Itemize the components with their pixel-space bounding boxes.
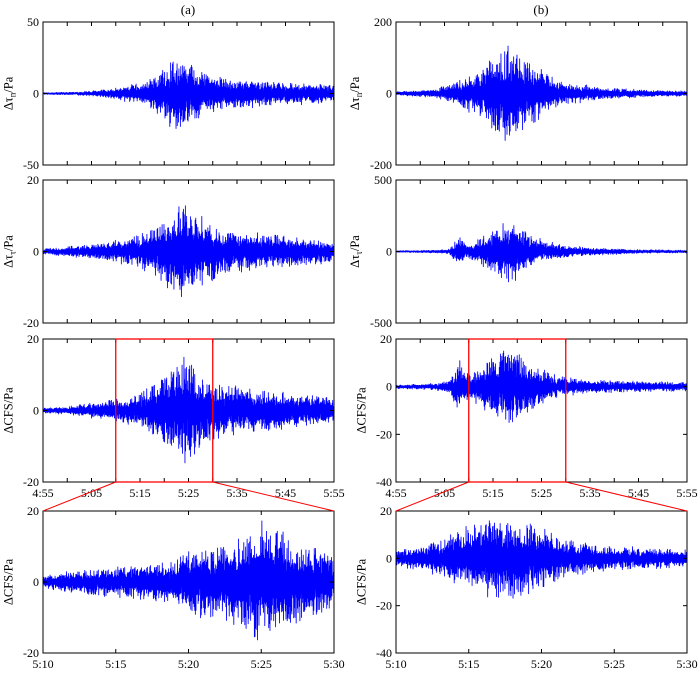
ylabel: Δττ/Pa (348, 235, 364, 268)
xtick-label: 4:55 (32, 486, 53, 500)
subplot-a1: -50 0 50 Δτn/Pa (1, 15, 335, 172)
ytick-label: -20 (23, 646, 39, 660)
series-trace-a2 (43, 205, 334, 298)
ylabel-unit: /Pa (1, 76, 15, 92)
series-trace-a1 (43, 61, 334, 129)
xtick-label: 5:20 (531, 657, 552, 671)
xtick-label: 5:30 (676, 657, 697, 671)
xtick-label: 5:25 (251, 657, 272, 671)
ytick-label: -40 (376, 475, 392, 489)
ytick-label: -40 (376, 646, 392, 660)
xtick-label: 5:05 (434, 486, 455, 500)
xtick-label: 5:15 (129, 486, 150, 500)
subplot-a4: -20 0 20 5:10 5:15 5:20 5:25 5:30 ΔCFS/Pa (1, 504, 344, 671)
ytick-label: -20 (23, 475, 39, 489)
ytick-label: -50 (23, 158, 39, 172)
xtick-label: 4:55 (385, 486, 406, 500)
series-trace-b4 (396, 520, 687, 599)
series-trace-a4 (43, 520, 334, 641)
ytick-label: 200 (374, 15, 392, 29)
series-trace-a3 (43, 356, 334, 464)
ylabel-main: Δτ (1, 97, 15, 110)
ytick-label: 20 (27, 332, 39, 346)
xtick-label: 5:45 (628, 486, 649, 500)
series-trace-b1 (396, 45, 687, 141)
xtick-label: 5:30 (323, 657, 344, 671)
subplot-b1: -200 0 200 Δτn/Pa (348, 15, 688, 172)
ytick-label: 20 (27, 173, 39, 187)
xtick-label: 5:55 (676, 486, 697, 500)
panel-label-a: (a) (181, 2, 195, 17)
zoom-connectors (42, 481, 688, 512)
ylabel-unit: /Pa (348, 76, 362, 92)
axes-frame (395, 510, 688, 654)
ytick-label: 0 (33, 245, 39, 259)
ytick-label: 20 (27, 504, 39, 518)
xtick-label: 5:25 (604, 657, 625, 671)
ytick-label: -500 (370, 316, 392, 330)
axes-frame (395, 338, 688, 483)
ylabel-main: Δτ (348, 255, 362, 268)
ylabel-unit: /Pa (1, 235, 15, 251)
ylabel: ΔCFS/Pa (1, 558, 15, 605)
ytick-label: 0 (386, 551, 392, 565)
ylabel-subscript: n (7, 92, 17, 97)
ytick-label: 20 (380, 504, 392, 518)
zoom-connector-right (212, 481, 335, 512)
xtick-label: 5:15 (458, 657, 479, 671)
xtick-label: 5:05 (81, 486, 102, 500)
xtick-label: 5:15 (482, 486, 503, 500)
subplot-b2: -500 0 500 Δττ/Pa (348, 173, 688, 330)
ylabel: ΔCFS/Pa (1, 387, 15, 434)
ytick-label: 500 (374, 173, 392, 187)
xtick-label: 5:45 (275, 486, 296, 500)
ytick-label: 0 (33, 87, 39, 101)
xtick-label: 5:10 (385, 657, 406, 671)
zoom-connector-left (395, 481, 469, 512)
ylabel-main: Δτ (348, 97, 362, 110)
xtick-label: 5:25 (531, 486, 552, 500)
ytick-label: 0 (386, 380, 392, 394)
ylabel: Δτn/Pa (348, 76, 364, 110)
ytick-label: 0 (386, 245, 392, 259)
ylabel-main: Δτ (1, 255, 15, 268)
ylabel: ΔCFS/Pa (354, 558, 368, 605)
ylabel: ΔCFS/Pa (354, 387, 368, 434)
ytick-label: -200 (370, 158, 392, 172)
ylabel-unit: /Pa (348, 235, 362, 251)
subplot-b4: -40 -20 0 20 5:10 5:15 5:20 5:25 5:30 ΔCFS/Pa (354, 504, 697, 671)
ylabel-subscript: τ (7, 251, 17, 255)
zoom-region-box (468, 338, 567, 483)
ylabel-subscript: n (354, 92, 364, 97)
ytick-label: 0 (33, 575, 39, 589)
ytick-label: 0 (33, 404, 39, 418)
zoom-region-box (115, 338, 214, 483)
series-trace-b2 (396, 223, 687, 283)
subplot-a2: -20 0 20 Δττ/Pa (1, 173, 335, 330)
ylabel-subscript: τ (354, 251, 364, 255)
zoom-connector-right (565, 481, 688, 512)
zoom-connector-left (42, 481, 116, 512)
xtick-label: 5:20 (178, 657, 199, 671)
xtick-label: 5:15 (105, 657, 126, 671)
ytick-label: 20 (380, 332, 392, 346)
ytick-label: -20 (376, 599, 392, 613)
xtick-label: 5:25 (178, 486, 199, 500)
series-trace-b3 (396, 350, 687, 423)
ylabel: Δττ/Pa (1, 235, 17, 268)
ytick-label: -20 (376, 427, 392, 441)
xtick-label: 5:55 (323, 486, 344, 500)
ytick-label: 50 (27, 15, 39, 29)
panel-label-b: (b) (533, 2, 548, 17)
ylabel: Δτn/Pa (1, 76, 17, 110)
ytick-label: -20 (23, 316, 39, 330)
ytick-label: 0 (386, 87, 392, 101)
xtick-label: 5:10 (32, 657, 53, 671)
